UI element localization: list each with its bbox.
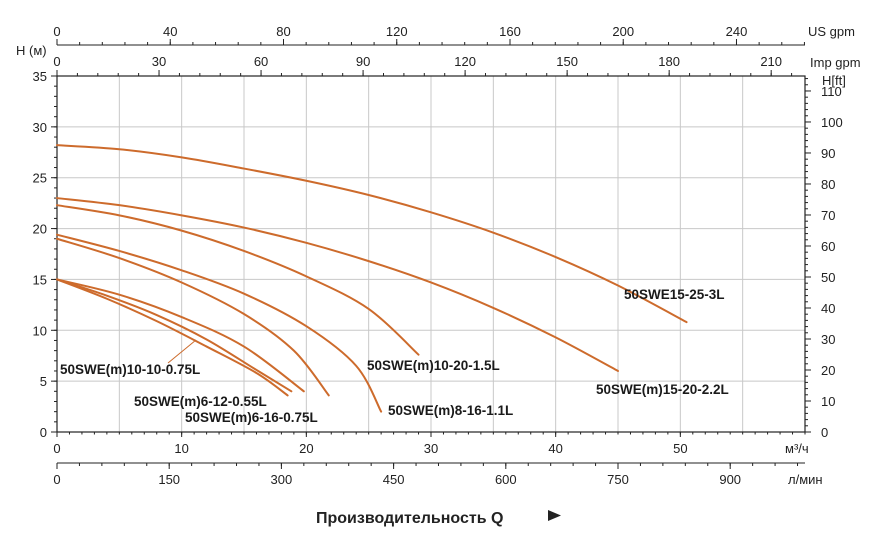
series-line-2 — [56, 204, 420, 356]
us-gpm-tick-label: 40 — [163, 24, 177, 39]
curve-label: 50SWE(m)8-16-1.1L — [388, 403, 513, 418]
y-tick-label: 35 — [33, 69, 47, 84]
curve-label: 50SWE(m)6-16-0.75L — [185, 410, 318, 425]
imp-gpm-tick-label: 120 — [454, 54, 476, 69]
imp-gpm-tick-label: 90 — [356, 54, 370, 69]
us-gpm-tick-label: 200 — [612, 24, 634, 39]
series-line-1 — [56, 197, 619, 372]
us-gpm-unit-label: US gpm — [808, 24, 855, 39]
ft-tick-label: 100 — [821, 115, 843, 130]
imp-gpm-tick-label: 210 — [760, 54, 782, 69]
x-tick-label: 20 — [299, 441, 313, 456]
lmin-tick-label: 900 — [719, 472, 741, 487]
ft-tick-label: 30 — [821, 332, 835, 347]
x-axis-title: Производительность Q — [316, 510, 503, 527]
series-line-7 — [56, 278, 289, 397]
x-tick-label: 40 — [548, 441, 562, 456]
performance-curves — [56, 144, 688, 413]
x-tick-label: 50 — [673, 441, 687, 456]
imp-gpm-tick-label: 180 — [658, 54, 680, 69]
leader-line — [167, 339, 197, 364]
y-tick-label: 30 — [33, 120, 47, 135]
x-tick-label: 0 — [53, 441, 60, 456]
lmin-tick-label: 450 — [383, 472, 405, 487]
y-tick-label: 15 — [33, 272, 47, 287]
curve-label: 50SWE15-25-3L — [624, 287, 725, 302]
imp-gpm-tick-label: 60 — [254, 54, 268, 69]
lmin-unit-label: л/мин — [788, 472, 823, 487]
y-tick-label: 5 — [40, 374, 47, 389]
h-ft-unit-label: H[ft] — [822, 73, 846, 88]
y-tick-label: 25 — [33, 171, 47, 186]
ft-tick-label: 20 — [821, 363, 835, 378]
imp-gpm-unit-label: Imp gpm — [810, 55, 861, 70]
series-line-6 — [56, 278, 293, 393]
series-line-4 — [56, 237, 330, 397]
us-gpm-tick-label: 160 — [499, 24, 521, 39]
curve-label: 50SWE(m)10-20-1.5L — [367, 358, 500, 373]
ft-tick-label: 90 — [821, 146, 835, 161]
x-tick-label: 30 — [424, 441, 438, 456]
arrow-right-icon — [548, 510, 561, 521]
us-gpm-tick-label: 80 — [276, 24, 290, 39]
ft-tick-label: 80 — [821, 177, 835, 192]
curve-labels: 50SWE15-25-3L 50SWE(m)15-20-2.2L 50SWE(m)1… — [60, 287, 729, 425]
series-line-5 — [56, 278, 305, 393]
lmin-tick-label: 750 — [607, 472, 629, 487]
grid-lines — [57, 76, 805, 432]
series-line-3 — [56, 233, 383, 413]
imp-gpm-tick-label: 30 — [152, 54, 166, 69]
y-tick-label: 0 — [40, 425, 47, 440]
imp-gpm-tick-label: 150 — [556, 54, 578, 69]
m3h-unit-label: м³/ч — [785, 441, 809, 456]
ft-tick-label: 60 — [821, 239, 835, 254]
ft-tick-label: 10 — [821, 394, 835, 409]
imp-gpm-tick-label: 0 — [53, 54, 60, 69]
curve-label: 50SWE(m)10-10-0.75L — [60, 362, 200, 377]
curve-label: 50SWE(m)15-20-2.2L — [596, 382, 729, 397]
lmin-tick-label: 600 — [495, 472, 517, 487]
ft-tick-label: 110 — [821, 84, 842, 99]
lmin-tick-label: 0 — [53, 472, 60, 487]
h-m-axis-title: H (м) — [16, 43, 47, 58]
y-tick-label: 10 — [33, 323, 47, 338]
us-gpm-tick-label: 0 — [53, 24, 60, 39]
curve-label: 50SWE(m)6-12-0.55L — [134, 394, 267, 409]
x-tick-label: 10 — [174, 441, 188, 456]
us-gpm-tick-label: 240 — [726, 24, 748, 39]
lmin-tick-label: 300 — [271, 472, 293, 487]
series-line-0 — [56, 144, 688, 324]
ft-tick-label: 70 — [821, 208, 835, 223]
ft-tick-label: 0 — [821, 425, 828, 440]
y-tick-label: 20 — [33, 222, 47, 237]
axes — [51, 39, 811, 469]
ft-tick-label: 50 — [821, 270, 835, 285]
lmin-tick-label: 150 — [158, 472, 180, 487]
us-gpm-tick-label: 120 — [386, 24, 408, 39]
ft-tick-label: 40 — [821, 301, 835, 316]
